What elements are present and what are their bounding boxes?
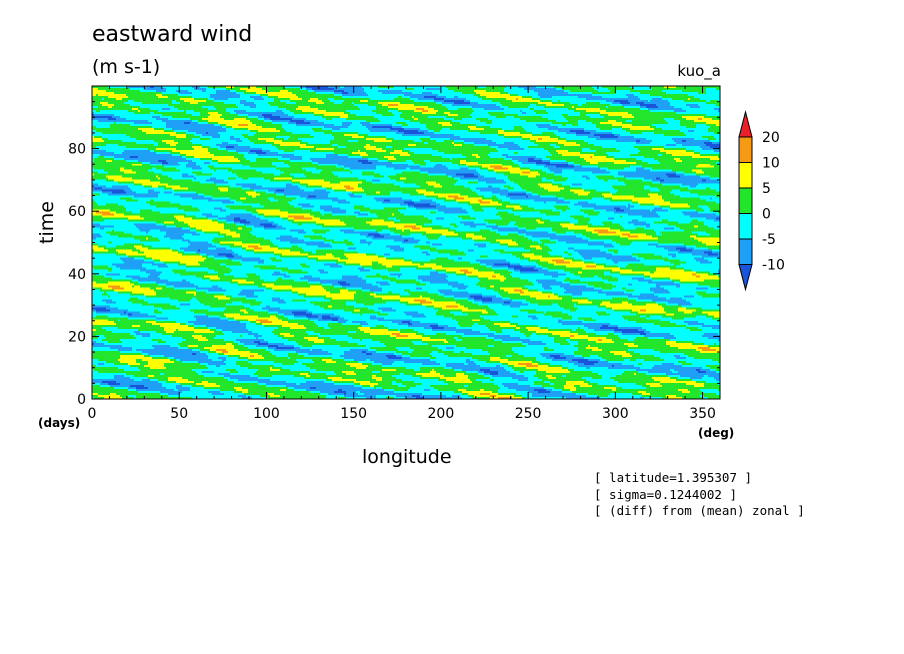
colorbar-box (738, 213, 753, 240)
x-tick-label: 50 (170, 406, 188, 422)
x-tick-label: 250 (515, 406, 542, 422)
annotation-sigma: [ sigma=0.1244002 ] (594, 487, 737, 502)
colorbar-extend-bottom (738, 264, 753, 292)
x-tick-label: 200 (428, 406, 455, 422)
x-tick-label: 300 (602, 406, 629, 422)
y-tick-label: 60 (68, 204, 86, 220)
colorbar-label: 5 (762, 181, 771, 197)
y-tick-label: 80 (68, 142, 86, 158)
x-axis-unit: (deg) (698, 426, 735, 440)
colorbar-extend-top (738, 110, 753, 138)
y-tick-label: 40 (68, 267, 86, 283)
y-tick-label: 0 (77, 392, 86, 408)
colorbar-box (738, 187, 753, 214)
colorbar-label: -10 (762, 258, 785, 274)
x-tick-label: 100 (253, 406, 280, 422)
y-axis-unit: (days) (38, 416, 81, 430)
colorbar-box (738, 136, 753, 163)
colorbar-label: 10 (762, 156, 780, 172)
annotation-latitude: [ latitude=1.395307 ] (594, 470, 753, 485)
run-label: kuo_a (677, 62, 721, 80)
colorbar-label: 0 (762, 207, 771, 223)
colorbar: 20 10 5 0 -5 -10 (738, 110, 785, 292)
x-axis-label: longitude (362, 446, 452, 468)
wind-field (92, 86, 720, 399)
chart-title: eastward wind (92, 22, 253, 47)
x-ticks: 0 50 100 150 200 250 300 350 (88, 86, 716, 422)
x-tick-label: 150 (340, 406, 367, 422)
chart-units: (m s-1) (92, 56, 161, 78)
x-tick-label: 350 (689, 406, 716, 422)
colorbar-label: 20 (762, 130, 780, 146)
colorbar-label: -5 (762, 232, 776, 248)
annotation-diff: [ (diff) from (mean) zonal ] (594, 503, 805, 518)
wind-field-image (92, 86, 720, 399)
colorbar-box (738, 162, 753, 189)
colorbar-box (738, 238, 753, 265)
x-tick-label: 0 (88, 406, 97, 422)
y-ticks: 0 20 40 60 80 (68, 101, 720, 408)
y-tick-label: 20 (68, 329, 86, 345)
